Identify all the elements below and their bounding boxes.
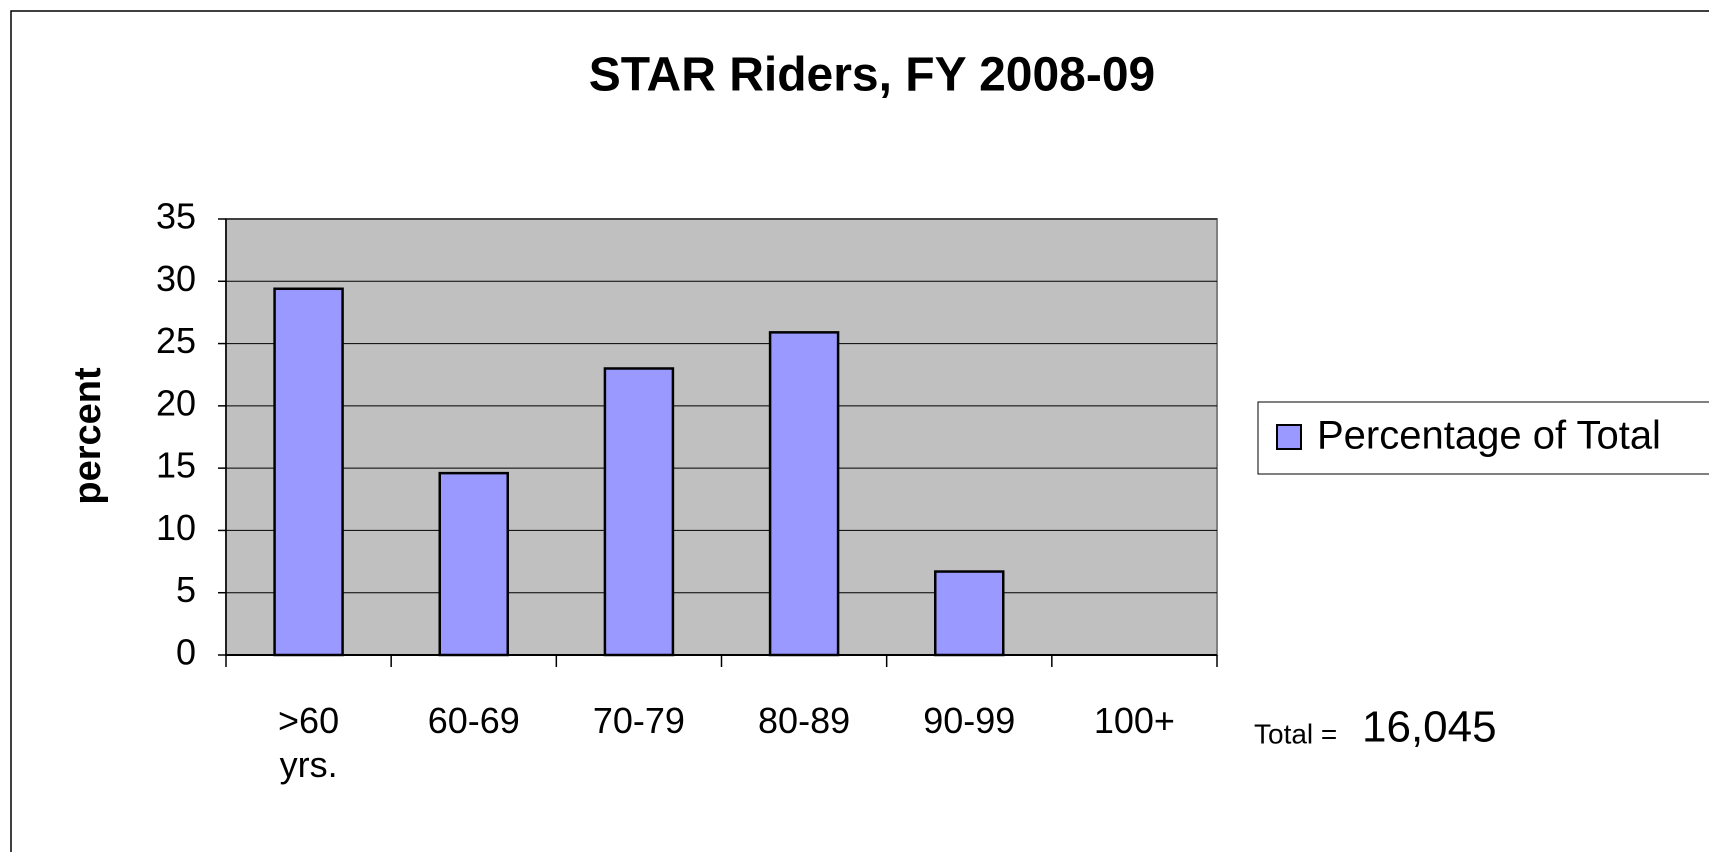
bar — [603, 367, 675, 657]
x-tick-label: 100+ — [1093, 700, 1175, 741]
y-tick-label: 15 — [156, 445, 196, 486]
y-tick-label: 10 — [156, 507, 196, 548]
bar — [438, 471, 509, 657]
legend-label: Percentage of Total — [1317, 414, 1661, 458]
y-axis-label: percent — [67, 367, 109, 505]
legend-box — [1257, 401, 1709, 475]
y-tick-label: 0 — [176, 632, 196, 673]
legend-swatch — [1276, 424, 1302, 450]
bar — [768, 331, 840, 657]
x-tick-label: 80-89 — [758, 700, 851, 741]
bar — [934, 570, 1005, 657]
x-tick-label: 60-69 — [427, 700, 520, 741]
chart-title: STAR Riders, FY 2008-09 — [589, 49, 1155, 102]
frame — [10, 10, 1709, 852]
y-tick-label: 20 — [156, 382, 196, 423]
annotation: Total = — [1254, 718, 1337, 749]
x-tick-label: 70-79 — [592, 700, 685, 741]
y-tick-label: 35 — [156, 196, 196, 237]
x-tick-label: 90-99 — [923, 700, 1016, 741]
x-tick-label: >60 yrs. — [278, 700, 340, 785]
bar — [273, 287, 344, 657]
annotation: 16,045 — [1362, 703, 1497, 752]
y-tick-label: 25 — [156, 320, 196, 361]
y-tick-label: 5 — [176, 569, 196, 610]
plot-area — [225, 218, 1218, 656]
y-tick-label: 30 — [156, 258, 196, 299]
